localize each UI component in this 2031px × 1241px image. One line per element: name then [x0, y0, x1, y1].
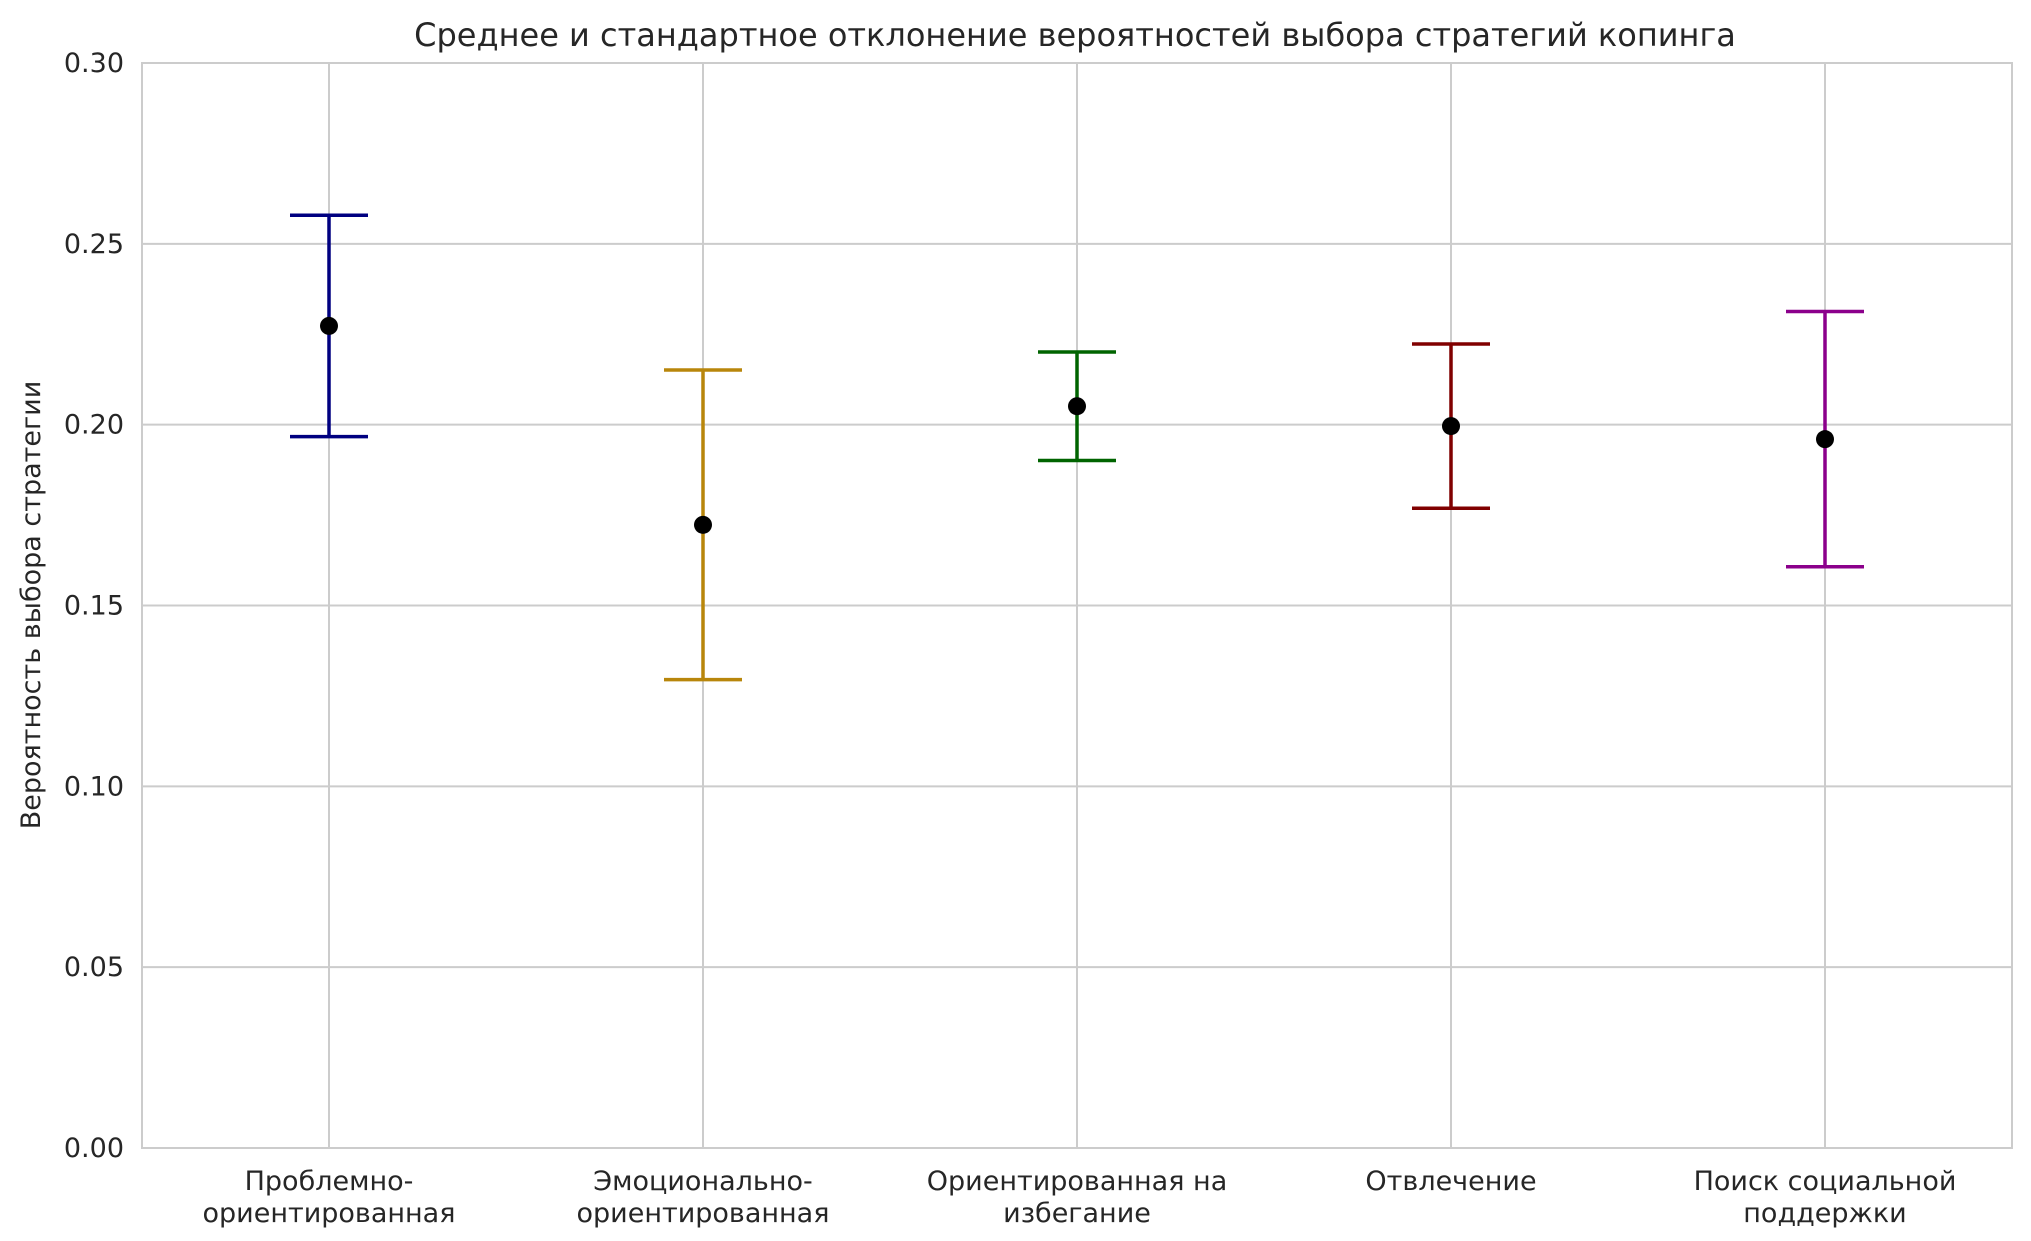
error-bar — [1412, 342, 1490, 510]
error-bars — [290, 213, 1864, 682]
x-tick-label: Эмоционально-ориентированная — [577, 1166, 830, 1229]
y-tick-label: 0.20 — [64, 410, 124, 441]
x-tick-label: Проблемно-ориентированная — [203, 1166, 456, 1229]
y-axis-label: Вероятность выбора стратегии — [16, 381, 47, 830]
y-tick-label: 0.05 — [64, 952, 124, 983]
chart-title: Среднее и стандартное отклонение вероятн… — [414, 16, 1736, 54]
mean-marker — [694, 515, 712, 534]
x-tick-label: Ориентированная на избегание — [927, 1166, 1227, 1229]
y-tick-label: 0.00 — [64, 1133, 124, 1164]
x-tick-label: Поиск социальной поддержки — [1694, 1166, 1957, 1229]
mean-marker — [320, 316, 338, 335]
y-tick-label: 0.15 — [64, 591, 124, 622]
y-tick-label: 0.30 — [64, 48, 124, 79]
mean-marker — [1068, 397, 1086, 416]
mean-marker — [1816, 430, 1834, 449]
x-tick-label: Отвлечение — [1365, 1166, 1536, 1197]
mean-marker — [1442, 417, 1460, 436]
y-tick-label: 0.25 — [64, 229, 124, 260]
error-bar — [664, 368, 742, 682]
error-bar — [1038, 350, 1116, 463]
plot-frame — [141, 62, 2013, 1149]
error-bar — [290, 213, 368, 439]
axis-ticks: 0.00 0.05 0.10 0.15 0.20 0.25 0.30 Проблемно-ор… — [64, 48, 1957, 1229]
grid-lines — [142, 62, 2012, 1149]
y-tick-label: 0.10 — [64, 771, 124, 802]
error-bar — [1786, 309, 1864, 569]
